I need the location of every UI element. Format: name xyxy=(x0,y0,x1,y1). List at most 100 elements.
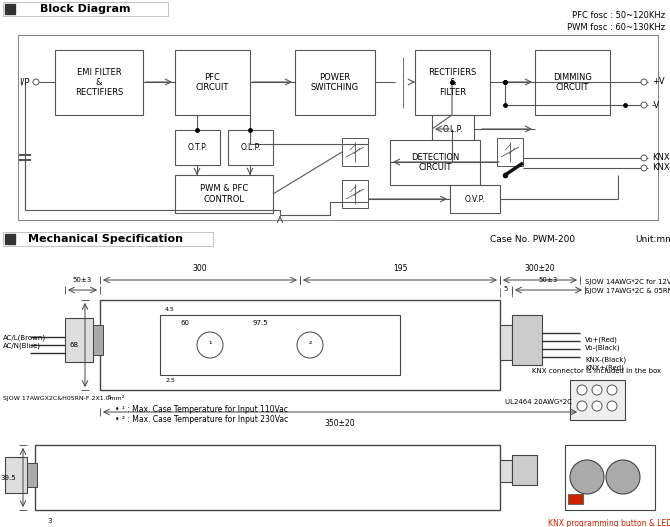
Text: AC/N(Blue): AC/N(Blue) xyxy=(3,343,41,349)
Text: 300±20: 300±20 xyxy=(525,264,555,273)
Text: RECTIFIERS
&
FILTER: RECTIFIERS & FILTER xyxy=(428,67,476,97)
Bar xyxy=(512,455,537,485)
Bar xyxy=(5,234,15,244)
Bar xyxy=(160,315,400,375)
Bar xyxy=(65,318,93,362)
Circle shape xyxy=(607,401,617,411)
Text: DIMMING
CIRCUIT: DIMMING CIRCUIT xyxy=(553,73,592,92)
Bar xyxy=(3,2,168,16)
Text: SJOW 17AWG*2C & 05RN-F2*1.0mm², for 24V/36V/48V: SJOW 17AWG*2C & 05RN-F2*1.0mm², for 24V/… xyxy=(585,287,670,294)
Bar xyxy=(175,175,273,213)
Text: 68: 68 xyxy=(69,342,78,348)
Text: • ¹ : Max. Case Temperature for Input 110Vac: • ¹ : Max. Case Temperature for Input 11… xyxy=(115,405,288,415)
Text: POWER
SWITCHING: POWER SWITCHING xyxy=(311,73,359,92)
Text: 4.5: 4.5 xyxy=(165,307,175,312)
Bar xyxy=(175,130,220,165)
Bar xyxy=(5,4,15,14)
Bar xyxy=(175,50,250,115)
Bar xyxy=(27,463,37,487)
Text: +V: +V xyxy=(652,77,665,86)
Text: O.V.P.: O.V.P. xyxy=(465,194,485,203)
Text: 3: 3 xyxy=(48,518,52,524)
Text: 39.5: 39.5 xyxy=(1,474,16,481)
Text: UL2464 20AWG*2C: UL2464 20AWG*2C xyxy=(505,399,572,405)
Circle shape xyxy=(641,165,647,171)
Circle shape xyxy=(641,155,647,161)
Circle shape xyxy=(570,460,604,494)
Bar xyxy=(415,50,490,115)
Text: AC/L(Brown): AC/L(Brown) xyxy=(3,335,46,341)
Text: O.L.P.: O.L.P. xyxy=(443,124,463,133)
Text: ²: ² xyxy=(308,340,312,349)
Text: • ² : Max. Case Temperature for Input 230Vac: • ² : Max. Case Temperature for Input 23… xyxy=(115,415,288,425)
Text: I/P: I/P xyxy=(19,77,30,86)
Text: Block Diagram: Block Diagram xyxy=(40,4,130,14)
Bar xyxy=(390,140,480,185)
Text: 60: 60 xyxy=(180,320,190,326)
Circle shape xyxy=(592,385,602,395)
Circle shape xyxy=(577,385,587,395)
Text: EMI FILTER
&
RECTIFIERS: EMI FILTER & RECTIFIERS xyxy=(75,67,123,97)
Bar xyxy=(565,445,655,510)
Bar xyxy=(18,35,658,220)
Text: Mechanical Specification: Mechanical Specification xyxy=(27,234,182,244)
Circle shape xyxy=(297,332,323,358)
Circle shape xyxy=(592,401,602,411)
Text: 350±20: 350±20 xyxy=(325,419,355,428)
Bar xyxy=(3,232,213,246)
Bar xyxy=(568,494,583,504)
Text: 50±3: 50±3 xyxy=(73,277,92,283)
Text: PWM & PFC
CONTROL: PWM & PFC CONTROL xyxy=(200,184,248,204)
Bar xyxy=(228,130,273,165)
Text: DETECTION
CIRCUIT: DETECTION CIRCUIT xyxy=(411,153,459,172)
Text: 5: 5 xyxy=(108,395,112,400)
Bar xyxy=(342,180,368,208)
Bar xyxy=(535,50,610,115)
Text: 97.5: 97.5 xyxy=(252,320,268,326)
Circle shape xyxy=(641,102,647,108)
Text: ¹: ¹ xyxy=(208,340,212,349)
Text: KNX+: KNX+ xyxy=(652,153,670,162)
Bar xyxy=(500,325,512,360)
Bar xyxy=(55,50,143,115)
Circle shape xyxy=(641,79,647,85)
Text: PFC
CIRCUIT: PFC CIRCUIT xyxy=(196,73,229,92)
Circle shape xyxy=(577,401,587,411)
Bar xyxy=(432,115,474,143)
Circle shape xyxy=(607,385,617,395)
Circle shape xyxy=(197,332,223,358)
Bar xyxy=(500,460,512,482)
Bar xyxy=(35,445,500,510)
Bar xyxy=(570,380,625,420)
Bar xyxy=(295,50,375,115)
Bar xyxy=(93,325,103,355)
Bar xyxy=(342,138,368,166)
Text: O.T.P.: O.T.P. xyxy=(188,143,208,152)
Text: 195: 195 xyxy=(393,264,407,273)
Text: Unit:mm: Unit:mm xyxy=(635,235,670,243)
Text: 50±3: 50±3 xyxy=(539,277,558,283)
Text: SJOW 14AWG*2C for 12V: SJOW 14AWG*2C for 12V xyxy=(585,279,670,285)
Text: KNX-(Black): KNX-(Black) xyxy=(585,357,626,363)
Bar xyxy=(100,300,500,390)
Bar xyxy=(450,185,500,213)
Text: KNX programming button & LED: KNX programming button & LED xyxy=(548,519,670,527)
Text: 5: 5 xyxy=(504,286,508,292)
Text: Case No. PWM-200: Case No. PWM-200 xyxy=(490,235,575,243)
Text: KNX+(Red): KNX+(Red) xyxy=(585,365,624,371)
Text: PFC fosc : 50~120KHz: PFC fosc : 50~120KHz xyxy=(572,12,665,21)
Text: SJOW 17AWGX2C&H05RN-F 2X1.0mm²: SJOW 17AWGX2C&H05RN-F 2X1.0mm² xyxy=(3,395,124,401)
Circle shape xyxy=(606,460,640,494)
Text: KNX connector is included in the box: KNX connector is included in the box xyxy=(533,368,661,374)
Text: Vo-(Black): Vo-(Black) xyxy=(585,345,620,352)
Text: 300: 300 xyxy=(193,264,207,273)
Text: -V: -V xyxy=(652,101,660,110)
Text: O.L.P.: O.L.P. xyxy=(241,143,261,152)
Bar xyxy=(497,138,523,166)
Text: 2.5: 2.5 xyxy=(165,378,175,383)
Text: PWM fosc : 60~130KHz: PWM fosc : 60~130KHz xyxy=(567,23,665,32)
Bar xyxy=(5,457,27,493)
Circle shape xyxy=(33,79,39,85)
Text: Vo+(Red): Vo+(Red) xyxy=(585,337,618,343)
Text: KNX-: KNX- xyxy=(652,163,670,172)
